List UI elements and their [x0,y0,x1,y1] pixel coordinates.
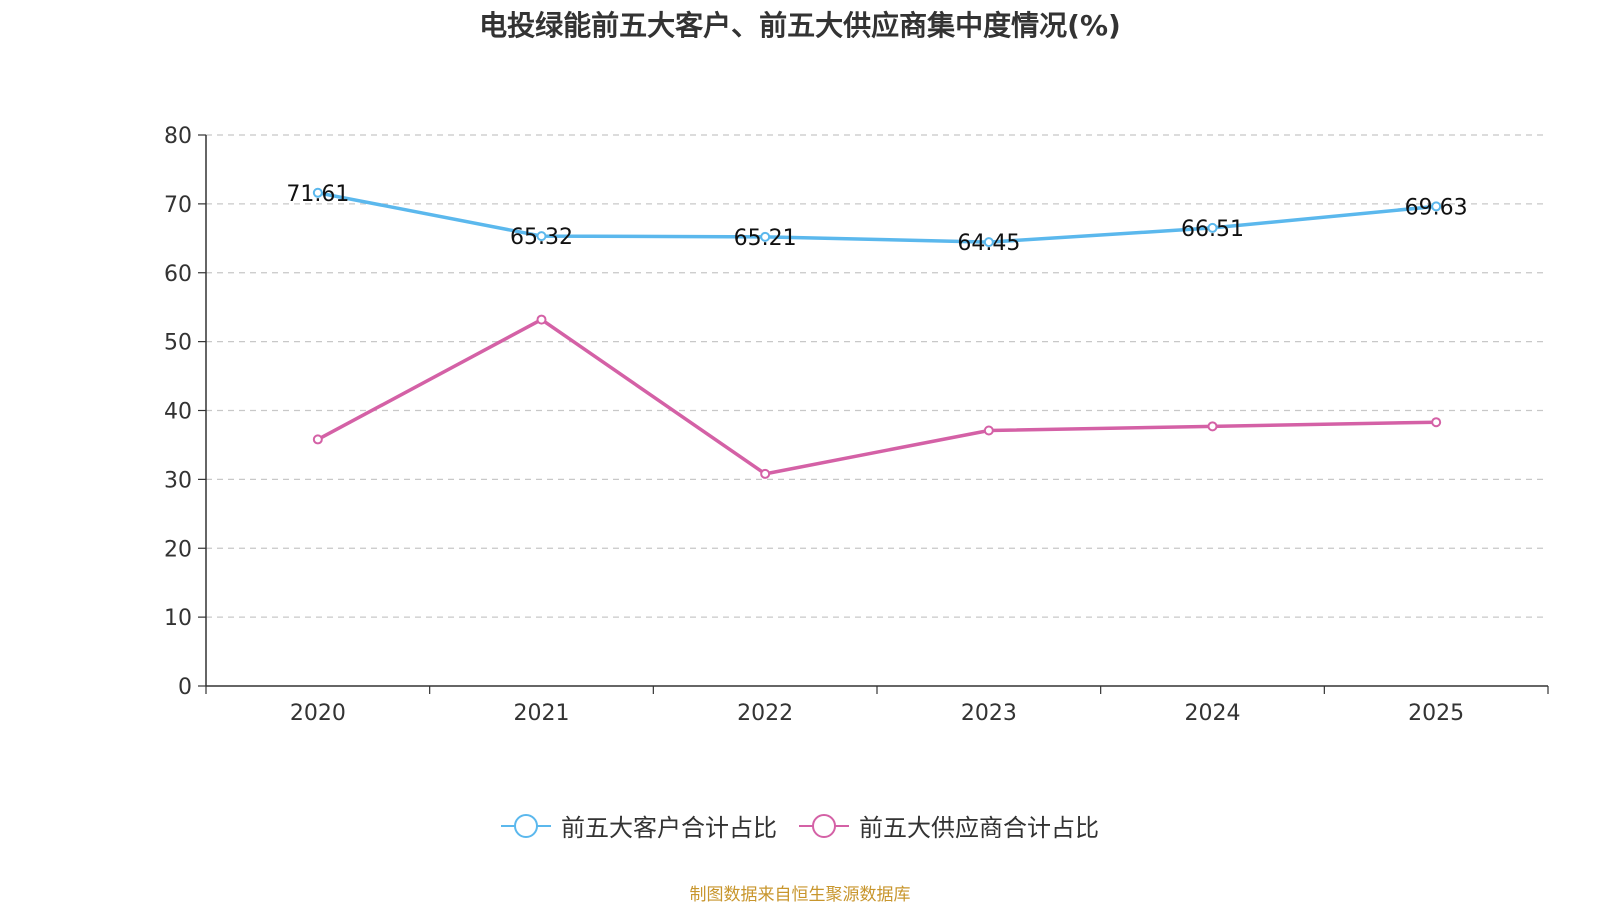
data-point-0 [536,231,547,242]
y-tick-label: 70 [164,193,192,218]
y-tick-label: 50 [164,331,192,356]
legend-swatch-suppliers [799,813,849,838]
legend-item-suppliers[interactable]: 前五大供应商合计占比 [799,808,1099,843]
data-point-0 [312,187,323,198]
data-point-0 [1207,222,1218,233]
data-label-0: 66.51 [1181,217,1244,242]
legend-swatch-customers [501,813,551,838]
legend: 前五大客户合计占比 前五大供应商合计占比 [0,808,1600,843]
x-tick-label: 2024 [1185,701,1241,726]
data-point-0 [760,231,771,242]
x-tick-label: 2021 [514,701,570,726]
data-point-1 [536,314,547,325]
legend-item-customers[interactable]: 前五大客户合计占比 [501,808,777,843]
source-note: 制图数据来自恒生聚源数据库 [689,885,911,905]
data-label-0: 65.32 [510,225,573,250]
chart-title: 电投绿能前五大客户、前五大供应商集中度情况(%) [479,9,1121,42]
data-point-1 [1207,421,1218,432]
y-tick-label: 40 [164,400,192,425]
y-tick-label: 80 [164,124,192,149]
data-label-0: 69.63 [1405,195,1468,220]
line-chart: 0 10 20 30 40 50 60 70 80 2020 2021 2022 2023 2024 202… [164,124,1549,726]
y-tick-label: 20 [164,537,192,562]
data-point-0 [983,237,994,248]
data-point-0 [1431,201,1442,212]
x-tick-label: 2020 [290,701,346,726]
y-tick-label: 60 [164,262,192,287]
data-point-1 [1431,417,1442,428]
legend-label-customers: 前五大客户合计占比 [561,814,777,842]
x-tick-label: 2023 [961,701,1017,726]
series-line-1 [317,317,1437,476]
y-tick-label: 0 [178,675,192,700]
series-line-0 [317,191,1437,244]
data-label-0: 64.45 [957,231,1020,256]
x-tick-label: 2022 [737,701,793,726]
data-point-1 [983,425,994,436]
x-tick-label: 2025 [1408,701,1464,726]
y-tick-label: 30 [164,468,192,493]
data-label-0: 65.21 [734,226,797,251]
legend-label-suppliers: 前五大供应商合计占比 [859,814,1099,842]
data-point-1 [312,434,323,445]
data-point-1 [760,468,771,479]
y-tick-label: 10 [164,606,192,631]
data-label-0: 71.61 [286,182,349,207]
